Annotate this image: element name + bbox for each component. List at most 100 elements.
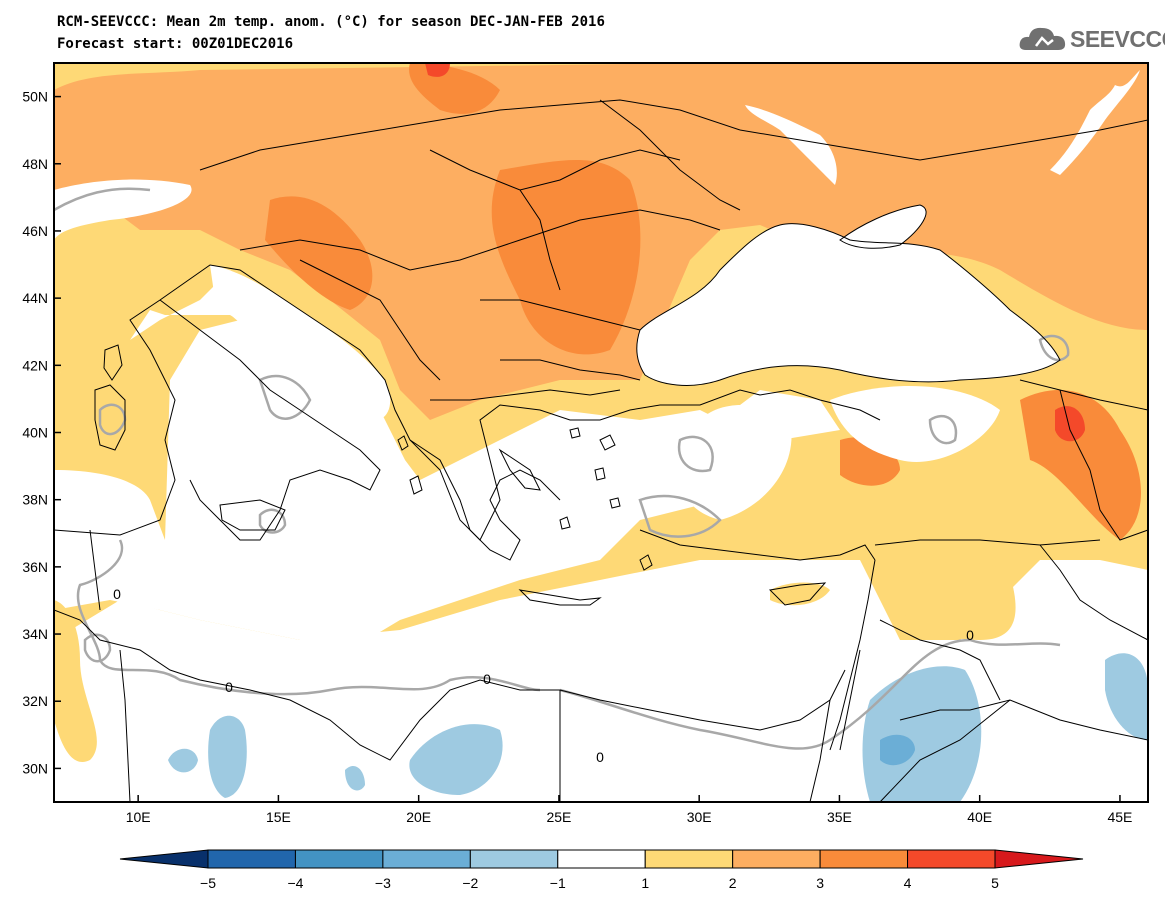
contour-label-egypt: 0 (596, 749, 604, 765)
lon-tick-label: 10E (126, 809, 151, 825)
colorbar-label: 3 (816, 875, 824, 891)
anomaly-zone-cold-east (1105, 653, 1148, 740)
border-iraq-saudi (879, 699, 1011, 802)
border-carpathians (429, 149, 681, 191)
border-bulgaria (500, 359, 641, 381)
border-central-europe (199, 99, 741, 171)
border-russia (739, 119, 1148, 161)
anomaly-zone-neutral-turkey (678, 405, 792, 520)
colorbar-cell (294, 849, 384, 869)
coastline-crete (518, 589, 602, 606)
border-yugoslavia (299, 259, 441, 381)
colorbar-label: −1 (550, 875, 566, 891)
colorbar-label: 4 (904, 875, 912, 891)
anomaly-zone-1-2-cyprus (770, 582, 830, 606)
border-libya-tunisia (119, 649, 131, 802)
dnieper-reservoir (745, 105, 837, 185)
anomaly-zone-cold-sirte (168, 748, 198, 773)
coastline-cyprus (768, 582, 827, 606)
lon-tick-label: 45E (1107, 809, 1132, 825)
island-chios (594, 467, 606, 481)
colorbar-cell (819, 849, 909, 869)
border-caucasus (1019, 379, 1148, 411)
lat-tick-label: 50N (22, 89, 48, 105)
colorbar-label: 2 (729, 875, 737, 891)
lat-tick-label: 36N (22, 559, 48, 575)
colorbar-cell (557, 849, 646, 869)
lat-tick-label: 38N (22, 492, 48, 508)
lat-tick-label: 40N (22, 425, 48, 441)
colorbar-cell (644, 849, 734, 869)
colorbar-label: −2 (462, 875, 478, 891)
contour-label-libya: 0 (225, 679, 233, 695)
colorbar-arrow-low (119, 849, 209, 869)
lon-tick-label: 20E (406, 809, 431, 825)
colorbar-cell (207, 849, 296, 869)
colorbar-cell (907, 849, 996, 869)
anomaly-zone-1-2-tunisia (54, 600, 97, 762)
anomaly-zone-neutral-turkey-east (830, 386, 1000, 462)
island-samos (609, 497, 621, 509)
map-title: RCM-SEEVCCC: Mean 2m temp. anom. (°C) fo… (57, 14, 605, 30)
coastline-mediterranean-north (54, 264, 881, 541)
lon-tick-label: 15E (266, 809, 291, 825)
coastline-black-sea (636, 223, 1061, 386)
anomaly-zone-4-5-poland (425, 63, 450, 77)
coastline-levant (829, 559, 876, 751)
border-balkans (239, 209, 721, 271)
border-jordan (879, 619, 1001, 701)
anomaly-zone-cold-libya (409, 724, 503, 795)
island-kefalonia (409, 475, 423, 495)
lat-tick-label: 44N (22, 290, 48, 306)
black-sea (636, 223, 1060, 386)
island-lesbos (599, 434, 616, 451)
anomaly-zone-cold-arabia (862, 666, 982, 802)
anomaly-zone-3-4-caucasus (1020, 390, 1141, 540)
zero-contour-libya (76, 539, 541, 696)
lat-tick-label: 34N (22, 626, 48, 642)
colorbar-label: 5 (991, 875, 999, 891)
colorbar-label: −4 (287, 875, 303, 891)
coastline-sicily (219, 499, 286, 531)
cloud-icon (1019, 27, 1066, 50)
coastline-sardinia (94, 384, 126, 451)
colorbar-label: 1 (641, 875, 649, 891)
zero-contour-egypt (559, 638, 1061, 750)
zero-contour-caucasus (928, 414, 958, 445)
adriatic-sea (210, 265, 391, 420)
contour-label-iraq: 0 (966, 627, 974, 643)
border-algeria-tunisia (89, 529, 101, 611)
coastline-turkey-south (639, 529, 876, 561)
seevccc-logo: SEEVCCC (1018, 22, 1165, 56)
anomaly-zone-3-4-balkan (491, 160, 641, 355)
border-syria-iraq (1039, 544, 1148, 641)
colorbar-cell (732, 849, 821, 869)
coastline-azov (839, 204, 927, 249)
border-ukraine (599, 99, 741, 211)
lon-tick-label: 30E (687, 809, 712, 825)
zero-contour-turkey-west (638, 494, 722, 538)
latitude-axis: 50N 48N 46N 44N 42N 40N 38N 36N 34N 32N 30N (22, 89, 61, 776)
lat-tick-label: 46N (22, 223, 48, 239)
sea-of-azov (840, 205, 927, 249)
lon-tick-label: 40E (967, 809, 992, 825)
island-euboea (498, 448, 541, 491)
island-naxos (559, 516, 571, 530)
border-israel-jordan (839, 649, 861, 751)
longitude-axis: 10E 15E 20E 25E 30E 35E 40E 45E (126, 795, 1132, 825)
logo-text: SEEVCCC (1070, 26, 1165, 52)
colorbar-label: −5 (200, 875, 216, 891)
border-turkey-east (1059, 389, 1148, 541)
border-syria (874, 539, 1101, 546)
coastline-italy (159, 299, 381, 541)
forecast-start-label: Forecast start: 00Z01DEC2016 (57, 36, 294, 52)
colorbar-cell (382, 849, 471, 869)
zero-contour-italy (258, 374, 312, 420)
anomaly-zone-neutral-mediterranean (54, 270, 840, 650)
lat-tick-label: 30N (22, 760, 48, 776)
border-romania (519, 189, 561, 291)
contour-label-sirte: 0 (483, 671, 491, 687)
anomaly-zone-cold-libya-west (208, 715, 247, 798)
